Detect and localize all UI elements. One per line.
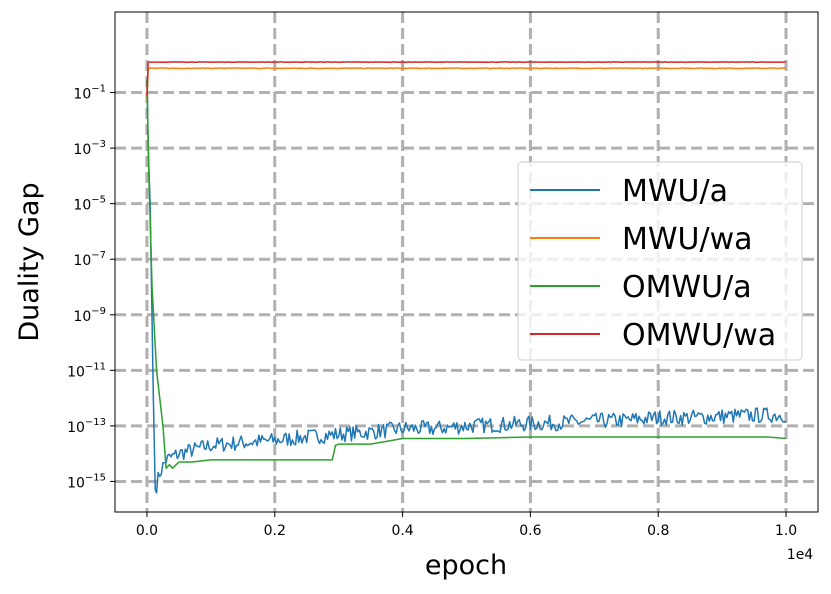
x-tick-label: 0.2: [264, 523, 286, 539]
legend-label: MWU/a: [622, 174, 728, 209]
legend-box: [517, 161, 803, 361]
y-tick-label: 10−15: [67, 472, 106, 491]
x-tick-label: 0.6: [519, 523, 541, 539]
y-tick-label: 10−7: [73, 250, 106, 269]
series-line-mwu-wa: [146, 67, 786, 101]
legend-label: MWU/wa: [622, 222, 753, 257]
x-tick-label: 1.0: [775, 523, 797, 539]
legend: MWU/a MWU/wa OMWU/a OMWU/wa: [517, 161, 803, 361]
series-line-omwu-a: [146, 79, 787, 469]
y-axis-label: Duality Gap: [14, 182, 45, 341]
series-layer: [146, 61, 787, 494]
legend-label: OMWU/a: [622, 270, 752, 305]
y-ticks: 10−15 10−13 10−11 10−9 10−7 10−5 10−3 10−1: [67, 84, 115, 491]
y-tick-label: 10−3: [73, 139, 106, 158]
x-tick-label: 0.4: [391, 523, 413, 539]
y-tick-label: 10−9: [73, 306, 106, 325]
x-tick-label: 0.8: [647, 523, 669, 539]
legend-label: OMWU/wa: [622, 318, 776, 353]
y-tick-label: 10−11: [67, 361, 106, 380]
x-ticks: 0.0 0.2 0.4 0.6 0.8 1.0: [136, 512, 797, 539]
series-line-omwu-wa: [146, 61, 786, 96]
x-axis-label: epoch: [425, 550, 507, 581]
x-offset-label: 1e4: [787, 547, 814, 563]
y-tick-label: 10−5: [73, 195, 106, 214]
y-tick-label: 10−1: [73, 84, 106, 103]
series-line-mwu-a: [146, 79, 787, 494]
y-tick-label: 10−13: [67, 417, 106, 436]
plot-frame: [114, 11, 819, 513]
x-tick-label: 0.0: [136, 523, 158, 539]
